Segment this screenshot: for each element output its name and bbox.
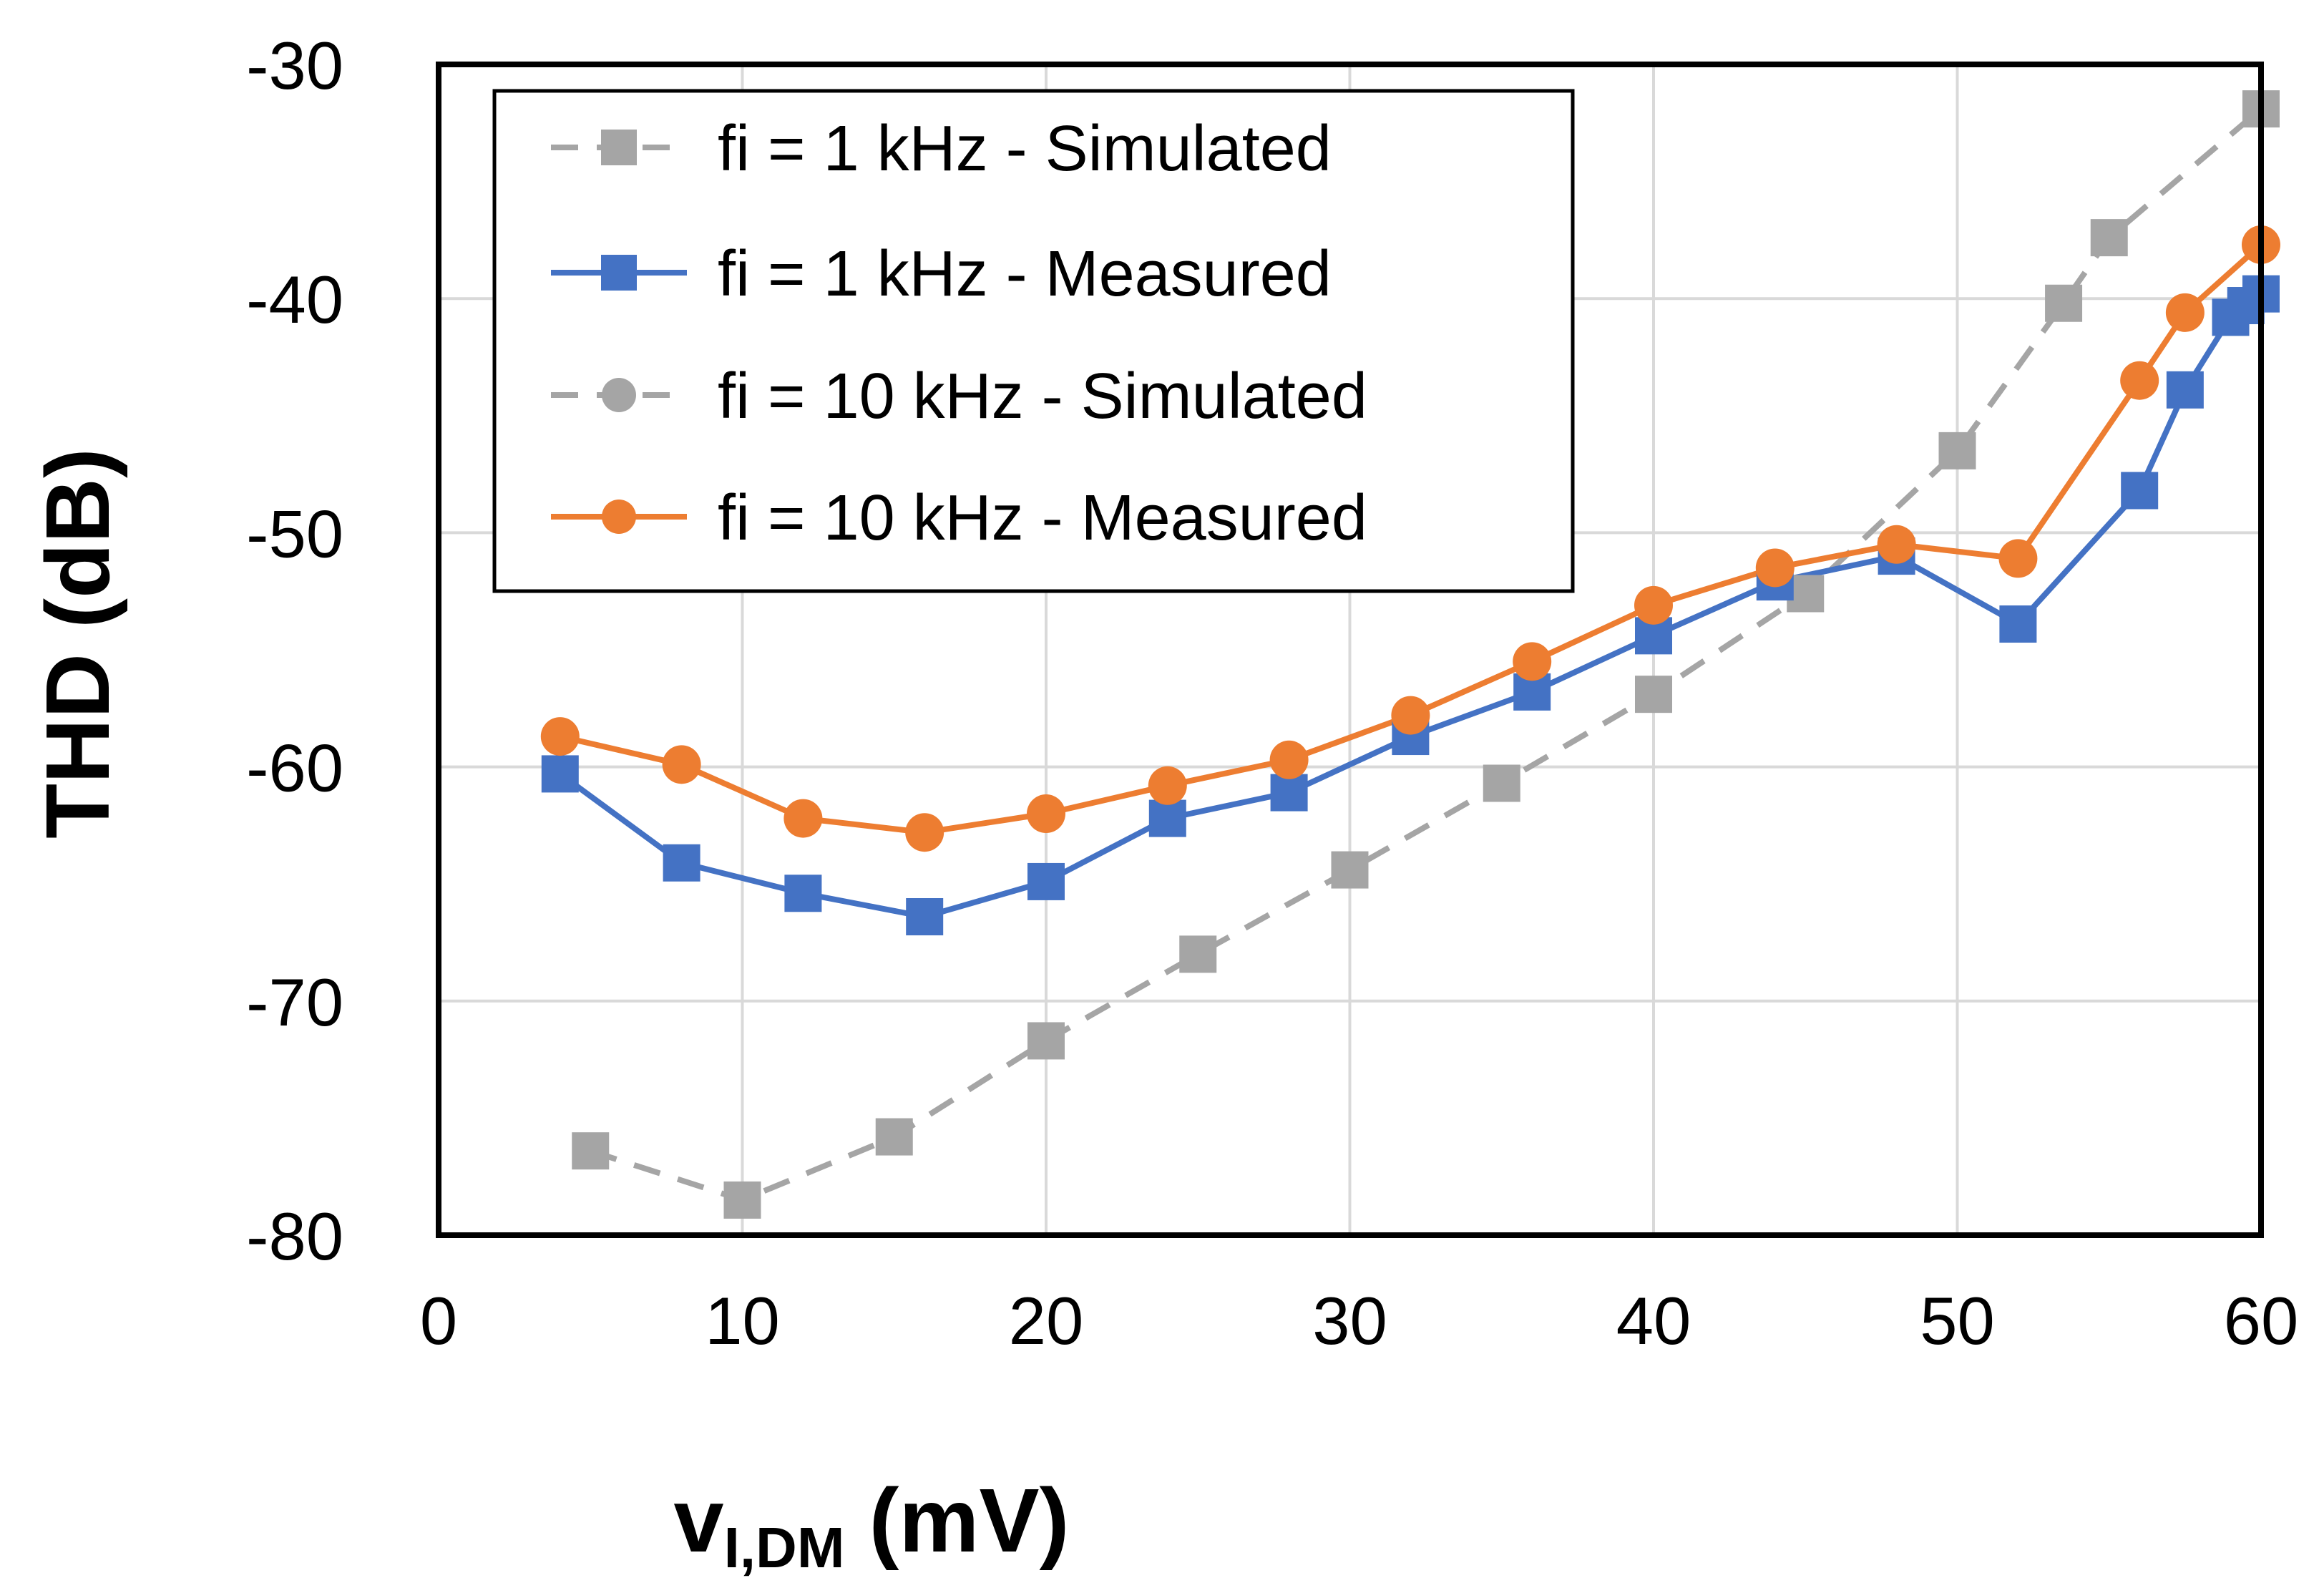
series-3-point-4 [1027, 794, 1065, 834]
series-1-point-5 [1148, 799, 1186, 837]
series-1-point-14 [2166, 371, 2204, 409]
series-3-point-14 [2165, 293, 2205, 332]
legend-marker-2 [602, 378, 636, 412]
series-3-point-0 [540, 717, 580, 756]
series-3-point-2 [783, 799, 823, 838]
series-1-point-0 [541, 755, 579, 793]
series-1-point-2 [784, 875, 822, 912]
data-markers [540, 90, 2280, 1219]
tick-labels: 0 10 20 30 40 50 60 -80 -70 -60 -50 -40 -30 [246, 28, 2298, 1358]
legend-label-3: fi = 10 kHz - Measured [718, 482, 1367, 554]
x-axis-title-unit: (mV) [869, 1470, 1069, 1571]
y-tick-label--50: -50 [246, 496, 343, 571]
legend-marker-3 [602, 500, 636, 534]
series-1-point-12 [1999, 605, 2037, 643]
series-0-point-11 [2090, 219, 2128, 257]
series-1-point-3 [906, 898, 944, 936]
series-0-point-4 [1179, 935, 1217, 973]
series-0-point-5 [1331, 851, 1369, 889]
series-3-point-11 [1877, 525, 1916, 564]
series-3-point-1 [662, 745, 701, 784]
legend-box [492, 89, 1575, 593]
legend-label-2: fi = 10 kHz - Simulated [718, 361, 1367, 432]
series-0-point-7 [1635, 676, 1672, 713]
y-tick-label--40: -40 [246, 262, 343, 337]
series-1-point-13 [2121, 472, 2159, 510]
y-tick-label--60: -60 [246, 731, 343, 806]
x-tick-label-10: 10 [705, 1283, 780, 1358]
series-3-point-13 [2120, 361, 2159, 400]
series-line-3 [559, 242, 2263, 836]
legend-label-1: fi = 1 kHz - Measured [718, 238, 1332, 310]
legend-marker-0 [601, 130, 637, 165]
y-tick-label--30: -30 [246, 28, 343, 103]
y-tick-label--80: -80 [246, 1199, 343, 1274]
series-3-point-8 [1513, 642, 1552, 681]
series-1-point-4 [1027, 862, 1065, 900]
x-tick-label-50: 50 [1920, 1283, 1995, 1358]
x-tick-label-60: 60 [2224, 1283, 2299, 1358]
plot-area-border [436, 62, 2264, 1238]
series-3-point-10 [1755, 548, 1795, 588]
x-tick-label-40: 40 [1616, 1283, 1691, 1358]
y-axis-title: THD (dB) [27, 448, 128, 839]
x-tick-label-20: 20 [1009, 1283, 1084, 1358]
series-3-point-3 [905, 813, 944, 852]
series-0-point-9 [1938, 432, 1976, 469]
series-0-point-0 [572, 1132, 610, 1170]
series-0-point-1 [723, 1181, 761, 1219]
series-1-point-1 [663, 844, 700, 882]
series-0-point-2 [875, 1118, 913, 1156]
x-axis-title-subscript: I,DM [724, 1516, 845, 1579]
legend-marker-1 [601, 255, 637, 291]
series-1-point-6 [1270, 774, 1308, 812]
series-3-point-9 [1634, 585, 1673, 625]
series-0-point-10 [2045, 284, 2083, 322]
legend: fi = 1 kHz - Simulated fi = 1 kHz - Measu… [492, 89, 1575, 593]
legend-label-0: fi = 1 kHz - Simulated [718, 113, 1332, 185]
x-axis-title: vI,DM (mV) [674, 1470, 1070, 1579]
x-axis-title-main: v [674, 1470, 724, 1571]
y-tick-label--70: -70 [246, 965, 343, 1040]
series-3-point-12 [1998, 539, 2038, 578]
x-tick-label-0: 0 [420, 1283, 457, 1358]
series-0-point-3 [1027, 1022, 1065, 1060]
series-0-point-6 [1483, 764, 1520, 802]
series-3-point-6 [1269, 740, 1309, 779]
x-tick-label-30: 30 [1312, 1283, 1387, 1358]
series-3-point-5 [1148, 766, 1187, 805]
series-3-point-7 [1391, 696, 1430, 735]
